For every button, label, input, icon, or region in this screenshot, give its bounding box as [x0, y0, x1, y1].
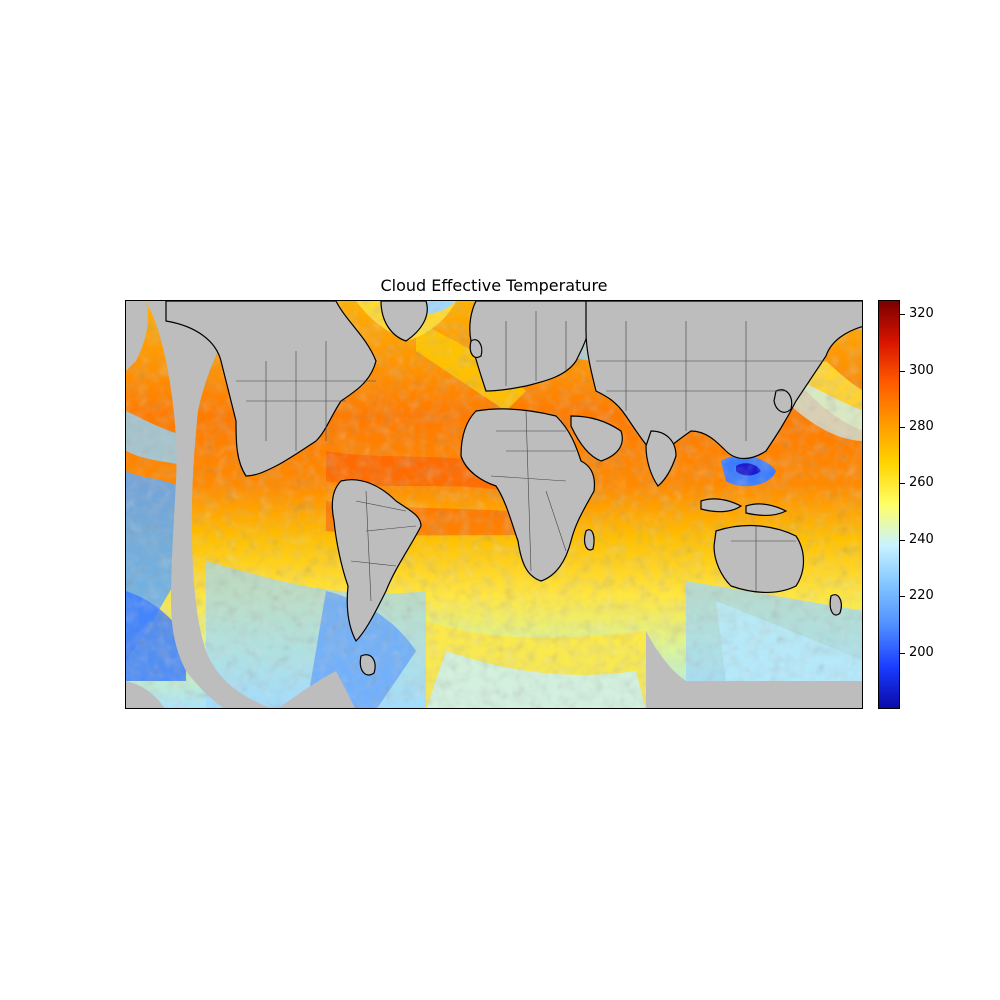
colorbar-tick-label: 200: [909, 644, 934, 660]
colorbar: [878, 300, 900, 709]
colorbar-tick-label: 320: [909, 306, 934, 322]
colorbar-tick: [900, 483, 905, 485]
colorbar-tick-label: 300: [909, 362, 934, 378]
colorbar-tick: [900, 370, 905, 372]
colorbar-tick: [900, 596, 905, 598]
map-panel: [125, 300, 863, 709]
country-borders: [236, 311, 826, 602]
colorbar-tick: [900, 539, 905, 541]
colorbar-tick: [900, 652, 905, 654]
colorbar-tick-label: 220: [909, 588, 934, 604]
chart-title: Cloud Effective Temperature: [380, 276, 608, 295]
colorbar-tick: [900, 314, 905, 316]
landmasses: [165, 301, 862, 676]
world-map: [126, 301, 862, 708]
colorbar-tick: [900, 426, 905, 428]
colorbar-tick-label: 280: [909, 418, 934, 434]
colorbar-tick-label: 260: [909, 475, 934, 491]
colorbar-tick-label: 240: [909, 531, 934, 547]
